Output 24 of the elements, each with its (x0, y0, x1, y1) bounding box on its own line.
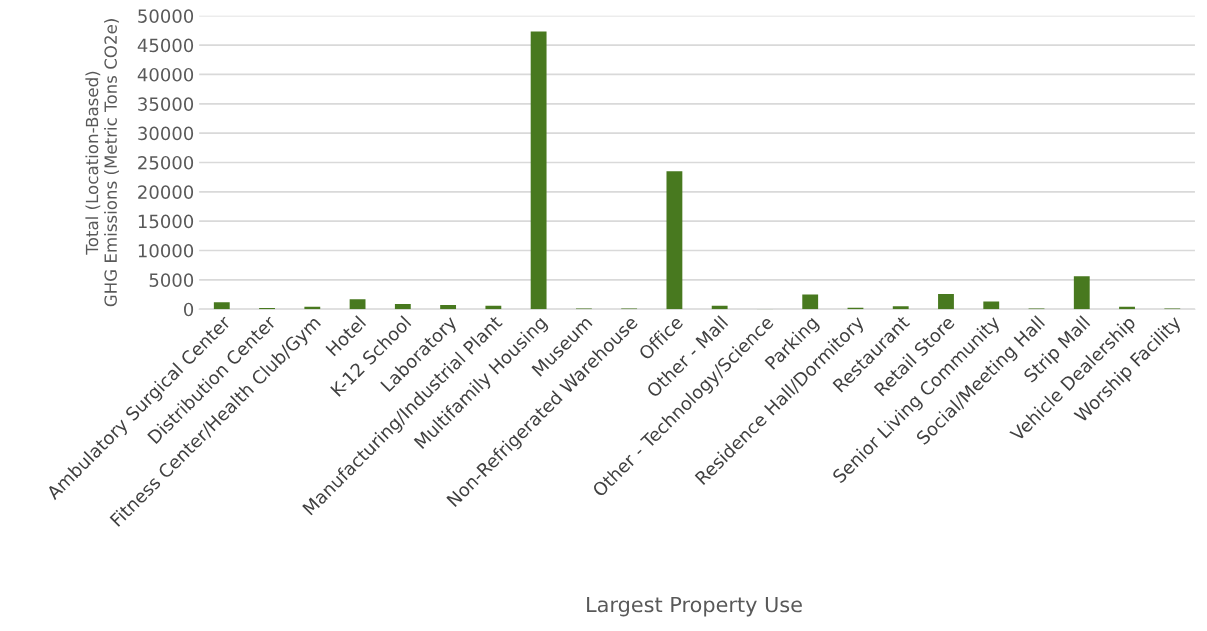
y-tick-label: 10000 (138, 243, 194, 258)
bar (349, 299, 366, 310)
bar (666, 171, 683, 310)
y-axis-title: Total (Location-Based) GHG Emissions (Metric Tons CO2e) (85, 19, 119, 307)
bar (440, 305, 457, 310)
y-tick-label: 45000 (137, 38, 194, 53)
y-tick-label: 5000 (149, 273, 194, 287)
y-tick-label: 40000 (137, 67, 194, 82)
y-tick-label: 0 (184, 302, 194, 317)
bar (983, 301, 1000, 310)
y-tick-label: 20000 (138, 185, 194, 199)
bar (938, 293, 954, 310)
bar (892, 306, 909, 310)
y-tick-label: 30000 (138, 126, 194, 141)
bar (1073, 276, 1090, 310)
bar (802, 294, 819, 310)
y-tick-label: 25000 (138, 155, 194, 170)
y-tick-label: 15000 (138, 214, 194, 229)
y-tick-label: 35000 (138, 97, 194, 111)
y-tick-label: 50000 (138, 9, 194, 23)
bar (530, 31, 547, 310)
x-axis-title: Largest Property Use (587, 596, 802, 617)
bar (213, 302, 230, 310)
bar (394, 303, 411, 310)
